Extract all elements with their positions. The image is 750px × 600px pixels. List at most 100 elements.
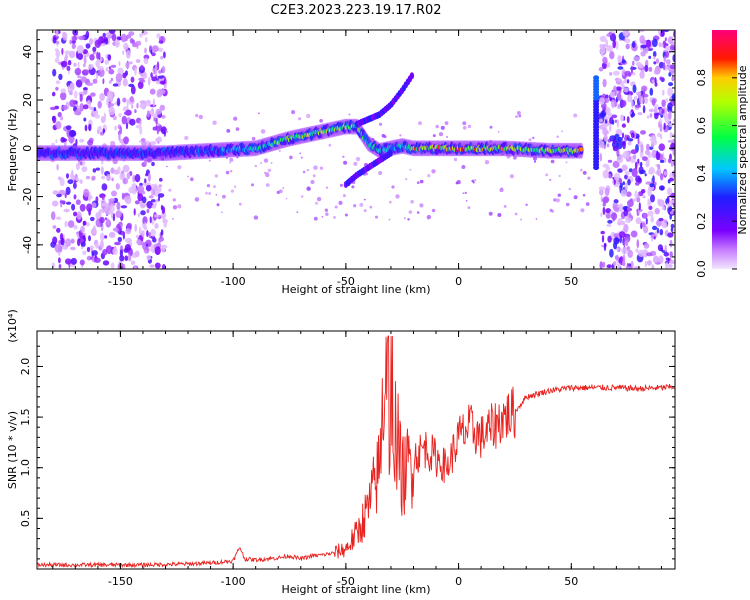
noise-speckle <box>555 198 561 203</box>
colorbar-tick-label: 0.2 <box>695 212 708 230</box>
noise-speckle <box>648 108 654 113</box>
y-tick-label: 40 <box>21 45 34 59</box>
noise-speckle <box>627 138 634 142</box>
noise-speckle <box>155 80 161 85</box>
noise-speckle <box>632 84 637 94</box>
noise-speckle <box>139 120 142 126</box>
noise-speckle <box>83 104 89 110</box>
noise-speckle <box>431 169 436 174</box>
noise-speckle <box>643 225 649 234</box>
noise-speckle <box>363 209 367 213</box>
noise-speckle <box>431 208 436 213</box>
noise-speckle <box>98 68 105 77</box>
noise-speckle <box>143 57 149 65</box>
noise-speckle <box>661 109 664 114</box>
noise-speckle <box>613 233 620 238</box>
noise-speckle <box>408 210 413 214</box>
colorbar: 0.0 0.2 0.4 0.6 0.8 Normalized spectral ampl… <box>695 30 749 278</box>
noise-speckle <box>160 55 164 60</box>
noise-speckle <box>418 121 422 125</box>
noise-speckle <box>369 205 373 209</box>
noise-speckle <box>117 81 122 86</box>
noise-speckle <box>626 79 630 84</box>
noise-speckle <box>55 139 58 143</box>
noise-speckle <box>665 98 669 103</box>
noise-speckle <box>525 203 528 206</box>
noise-speckle <box>652 51 657 58</box>
noise-speckle <box>86 255 92 261</box>
noise-speckle <box>89 216 95 222</box>
noise-speckle <box>56 163 59 171</box>
noise-speckle <box>667 264 673 268</box>
noise-speckle <box>251 136 256 141</box>
noise-speckle <box>85 43 91 49</box>
noise-speckle <box>116 201 121 211</box>
noise-speckle <box>112 227 119 232</box>
noise-speckle <box>128 61 133 65</box>
noise-speckle <box>626 246 631 251</box>
noise-speckle <box>80 225 85 234</box>
noise-speckle <box>611 114 618 119</box>
noise-speckle <box>67 179 74 185</box>
noise-speckle <box>630 149 638 155</box>
snr-x-label: Height of straight line (km) <box>281 583 430 596</box>
noise-speckle <box>623 223 629 233</box>
noise-speckle <box>55 49 61 59</box>
noise-speckle <box>110 141 114 146</box>
noise-speckle <box>649 113 653 118</box>
noise-speckle <box>644 64 649 72</box>
noise-speckle <box>662 62 666 71</box>
noise-speckle <box>645 149 650 156</box>
noise-speckle <box>435 124 439 129</box>
noise-speckle <box>654 77 657 84</box>
noise-speckle <box>667 87 674 97</box>
noise-speckle <box>671 93 675 102</box>
noise-speckle <box>230 170 233 173</box>
noise-speckle <box>606 143 610 148</box>
noise-speckle <box>516 111 521 115</box>
noise-speckle <box>63 140 67 147</box>
noise-speckle <box>561 130 563 133</box>
noise-speckle <box>157 75 164 79</box>
noise-speckle <box>55 80 61 85</box>
noise-speckle <box>61 105 68 111</box>
noise-speckle <box>642 105 646 114</box>
noise-speckle <box>657 132 661 138</box>
noise-speckle <box>573 113 578 118</box>
noise-speckle <box>114 241 121 246</box>
noise-speckle <box>157 193 165 198</box>
noise-speckle <box>612 138 616 145</box>
noise-speckle <box>90 92 96 97</box>
noise-speckle <box>520 218 523 221</box>
noise-speckle <box>622 30 629 37</box>
noise-speckle <box>233 116 238 121</box>
noise-speckle <box>76 211 82 220</box>
noise-speckle <box>438 132 444 137</box>
noise-speckle <box>620 189 627 197</box>
noise-speckle <box>627 141 632 146</box>
noise-speckle <box>550 159 555 164</box>
noise-speckle <box>306 113 311 119</box>
noise-speckle <box>409 168 412 171</box>
noise-speckle <box>208 159 211 162</box>
noise-speckle <box>54 48 59 52</box>
noise-speckle <box>150 49 153 55</box>
noise-speckle <box>254 164 257 168</box>
noise-speckle <box>177 165 182 170</box>
noise-speckle <box>108 80 112 84</box>
noise-speckle <box>65 258 72 265</box>
noise-speckle <box>140 138 146 142</box>
noise-speckle <box>553 198 557 202</box>
noise-speckle <box>139 182 143 187</box>
noise-speckle <box>625 239 629 247</box>
noise-speckle <box>102 128 106 134</box>
noise-speckle <box>604 119 608 124</box>
noise-speckle <box>664 244 667 253</box>
noise-speckle <box>105 67 109 72</box>
noise-speckle <box>132 175 136 183</box>
noise-speckle <box>73 224 78 230</box>
noise-speckle <box>342 194 346 198</box>
noise-speckle <box>655 66 658 75</box>
noise-speckle <box>600 196 603 203</box>
noise-speckle <box>410 199 414 204</box>
